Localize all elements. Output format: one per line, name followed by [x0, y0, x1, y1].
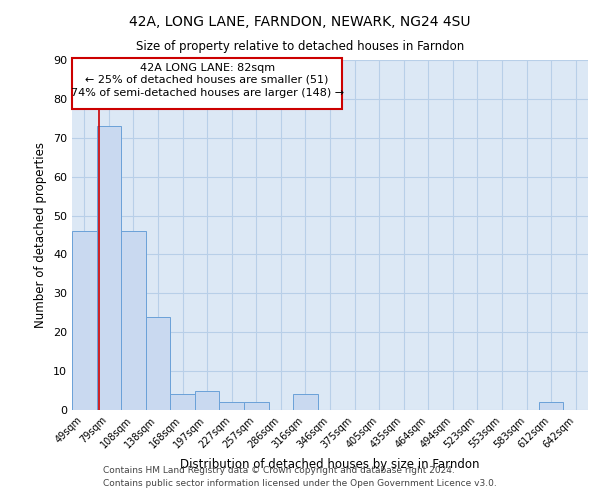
Bar: [195, 390, 220, 410]
Bar: [293, 394, 318, 410]
Text: 42A LONG LANE: 82sqm: 42A LONG LANE: 82sqm: [140, 63, 275, 73]
Y-axis label: Number of detached properties: Number of detached properties: [34, 142, 47, 328]
Bar: [146, 316, 170, 410]
Bar: [121, 231, 146, 410]
X-axis label: Distribution of detached houses by size in Farndon: Distribution of detached houses by size …: [180, 458, 480, 471]
Bar: [72, 231, 97, 410]
Bar: [72, 58, 342, 108]
Text: 42A, LONG LANE, FARNDON, NEWARK, NG24 4SU: 42A, LONG LANE, FARNDON, NEWARK, NG24 4S…: [129, 15, 471, 29]
Bar: [220, 402, 244, 410]
Text: ← 25% of detached houses are smaller (51): ← 25% of detached houses are smaller (51…: [85, 74, 329, 85]
Text: Size of property relative to detached houses in Farndon: Size of property relative to detached ho…: [136, 40, 464, 53]
Bar: [539, 402, 563, 410]
Bar: [170, 394, 195, 410]
Bar: [97, 126, 121, 410]
Bar: [244, 402, 269, 410]
Text: Contains HM Land Registry data © Crown copyright and database right 2024.
Contai: Contains HM Land Registry data © Crown c…: [103, 466, 497, 487]
Text: 74% of semi-detached houses are larger (148) →: 74% of semi-detached houses are larger (…: [71, 88, 344, 98]
